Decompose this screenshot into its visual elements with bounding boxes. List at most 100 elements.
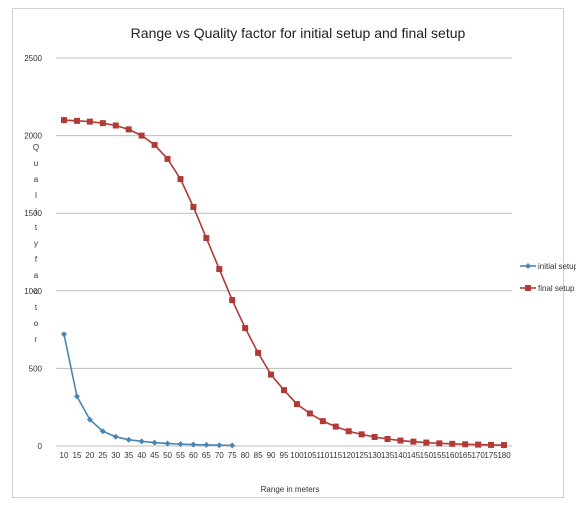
data-point	[255, 349, 262, 356]
y-axis-label-letter: f	[35, 255, 38, 264]
x-tick-label: 140	[394, 451, 408, 460]
data-point	[345, 428, 352, 435]
data-point	[242, 325, 249, 332]
series-initial-setup	[61, 331, 236, 449]
y-axis-label-letter: l	[35, 191, 37, 200]
data-point	[332, 423, 339, 430]
x-tick-label: 35	[124, 451, 133, 460]
x-tick-label: 135	[381, 451, 395, 460]
x-tick-label: 40	[137, 451, 146, 460]
data-point	[203, 235, 210, 242]
data-point	[99, 428, 106, 435]
x-tick-label: 130	[368, 451, 382, 460]
x-tick-label: 15	[72, 451, 81, 460]
x-tick-label: 155	[433, 451, 447, 460]
y-tick-label: 0	[38, 442, 43, 451]
data-point	[151, 439, 158, 446]
y-axis-label-letter: c	[34, 287, 38, 296]
y-axis-label-letter: a	[34, 271, 39, 280]
series-final-setup	[61, 117, 507, 449]
grid-lines	[56, 57, 512, 447]
x-tick-label: 160	[446, 451, 460, 460]
data-point	[268, 371, 275, 378]
data-point	[371, 433, 378, 440]
data-point	[125, 126, 132, 133]
y-axis-label-letter: t	[35, 223, 38, 232]
data-point	[177, 441, 184, 448]
data-point	[99, 120, 106, 127]
y-tick-label: 1000	[24, 287, 42, 296]
series-line	[63, 334, 233, 447]
y-axis-label-letter: u	[34, 159, 38, 168]
y-tick-label: 1500	[24, 209, 42, 218]
legend: initial setup final setup	[520, 262, 576, 293]
data-point	[125, 436, 132, 443]
data-point	[61, 331, 67, 338]
data-point	[449, 440, 456, 447]
data-point	[281, 387, 287, 394]
x-tick-label: 110	[316, 451, 329, 460]
chart-frame	[12, 8, 564, 498]
y-axis-label-letter: y	[34, 239, 38, 248]
data-point	[86, 118, 93, 125]
x-tick-label: 100	[290, 451, 304, 460]
x-tick-label: 50	[163, 451, 172, 460]
x-axis-label: Range in meters	[261, 485, 320, 494]
y-axis-label-letter: i	[35, 207, 37, 216]
data-point	[73, 117, 80, 124]
data-point	[138, 132, 145, 139]
x-tick-label: 45	[150, 451, 159, 460]
data-point	[216, 442, 223, 449]
data-point	[177, 176, 184, 183]
data-point	[410, 438, 417, 445]
y-axis-label-letter: t	[35, 303, 38, 312]
x-tick-label: 10	[60, 451, 69, 460]
x-tick-label: 30	[111, 451, 120, 460]
data-point	[501, 442, 507, 449]
legend-marker	[525, 285, 531, 291]
data-point	[436, 440, 443, 447]
data-point	[462, 441, 469, 448]
data-point	[203, 441, 210, 448]
x-tick-label: 150	[420, 451, 434, 460]
data-point	[475, 441, 482, 448]
series-group	[61, 117, 507, 449]
data-point	[190, 441, 197, 448]
data-point	[164, 155, 171, 162]
data-point	[306, 410, 313, 417]
data-point	[61, 117, 67, 124]
data-point	[86, 416, 93, 423]
x-tick-label: 75	[228, 451, 237, 460]
data-point	[190, 203, 197, 210]
x-tick-label: 60	[189, 451, 198, 460]
x-tick-label: 105	[303, 451, 317, 460]
data-point	[384, 436, 391, 443]
x-tick-label: 70	[215, 451, 224, 460]
x-tick-label: 85	[254, 451, 263, 460]
x-tick-label: 125	[355, 451, 369, 460]
series-line	[63, 119, 505, 446]
x-tick-label: 170	[471, 451, 485, 460]
y-tick-label: 2500	[24, 54, 42, 63]
data-point	[164, 440, 171, 447]
y-tick-labels: 0 500 1000 1500 2000 2500	[24, 54, 42, 451]
x-tick-label: 95	[280, 451, 289, 460]
x-tick-labels: 10 15 20 25 30 35 40 45 50 55 60 65 70 75 80 85 90 95 100 1…	[60, 451, 512, 460]
y-axis-label-letter: Q	[33, 143, 39, 152]
data-point	[319, 418, 326, 425]
y-axis-label-letter: a	[34, 175, 39, 184]
data-point	[151, 141, 158, 148]
y-axis-label-letter: r	[35, 335, 38, 344]
legend-item: initial setup	[520, 262, 576, 271]
x-tick-label: 120	[342, 451, 356, 460]
legend-label: final setup	[538, 284, 575, 293]
x-tick-label: 65	[202, 451, 211, 460]
data-point	[293, 401, 300, 408]
x-tick-label: 180	[497, 451, 511, 460]
data-point	[112, 433, 119, 440]
x-tick-label: 115	[329, 451, 342, 460]
x-tick-label: 145	[407, 451, 421, 460]
data-point	[216, 266, 223, 273]
legend-item: final setup	[520, 284, 575, 293]
